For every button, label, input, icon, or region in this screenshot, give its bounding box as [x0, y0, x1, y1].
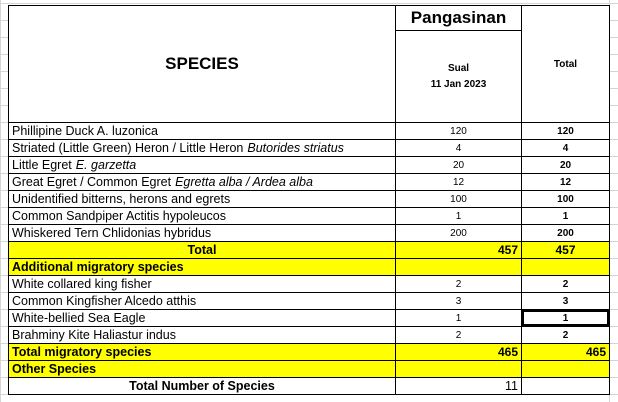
site-header: Sual 11 Jan 2023 — [395, 30, 522, 123]
sual-count: 1 — [395, 207, 522, 225]
sual-count: 100 — [395, 190, 522, 208]
sual-count: 2 — [395, 326, 522, 344]
sual-count: 120 — [395, 122, 522, 140]
species-row: Whiskered Tern Chlidonias hybridus — [8, 224, 396, 242]
total-number-label: Total Number of Species — [8, 377, 396, 395]
species-row: Striated (Little Green) Heron / Little H… — [8, 139, 396, 157]
site-name: Sual — [447, 62, 470, 74]
total-migratory-label: Total migratory species — [8, 343, 396, 361]
migratory-row: Brahminy Kite Haliastur indus — [8, 326, 396, 344]
sual-count: 20 — [395, 156, 522, 174]
scientific-name: Egretta alba / Ardea alba — [175, 175, 313, 189]
empty-cell — [395, 360, 522, 378]
total-count: 12 — [521, 173, 610, 191]
species-name: Unidentified bitterns, herons and egrets — [12, 192, 231, 206]
scientific-name: Butorides striatus — [247, 141, 344, 155]
sual-count: 12 — [395, 173, 522, 191]
species-name: Little Egret — [12, 158, 72, 172]
migratory-row: Common Kingfisher Alcedo atthis — [8, 292, 396, 310]
total-count: 2 — [521, 326, 610, 344]
total-count: 20 — [521, 156, 610, 174]
total-count: 2 — [521, 275, 610, 293]
empty-cell — [521, 377, 610, 395]
section-header: Other Species — [8, 360, 396, 378]
total-count: 120 — [521, 122, 610, 140]
sual-count: 4 — [395, 139, 522, 157]
total-count: 1 — [521, 207, 610, 225]
species-name: Striated (Little Green) Heron / Little H… — [12, 141, 244, 155]
species-name: Whiskered Tern Chlidonias hybridus — [12, 226, 212, 240]
section-header: Additional migratory species — [8, 258, 396, 276]
total-label: Total — [8, 241, 396, 259]
total-count: 4 — [521, 139, 610, 157]
species-row: Phillipine Duck A. luzonica — [8, 122, 396, 140]
total-header: Total — [521, 5, 610, 123]
sual-count: 1 — [395, 309, 522, 327]
total-migratory-total: 465 — [521, 343, 610, 361]
migratory-row: White-bellied Sea Eagle — [8, 309, 396, 327]
total-count: 100 — [521, 190, 610, 208]
sual-count: 2 — [395, 275, 522, 293]
migratory-row: White collared king fisher — [8, 275, 396, 293]
total-total: 457 — [521, 241, 610, 259]
scientific-name: E. garzetta — [75, 158, 137, 172]
species-name: White-bellied Sea Eagle — [12, 311, 146, 325]
total-migratory-sual: 465 — [395, 343, 522, 361]
total-count: 3 — [521, 292, 610, 310]
species-row: Unidentified bitterns, herons and egrets — [8, 190, 396, 208]
species-name: Common Kingfisher Alcedo atthis — [12, 294, 197, 308]
empty-cell — [521, 360, 610, 378]
empty-cell — [395, 258, 522, 276]
species-name: White collared king fisher — [12, 277, 152, 291]
sual-count: 3 — [395, 292, 522, 310]
region-header: Pangasinan — [395, 5, 522, 31]
total-sual: 457 — [395, 241, 522, 259]
site-date: 11 Jan 2023 — [430, 78, 487, 90]
species-name: Great Egret / Common Egret — [12, 175, 172, 189]
total-count: 200 — [521, 224, 610, 242]
species-name: Brahminy Kite Haliastur indus — [12, 328, 176, 342]
total-number-value: 11 — [395, 377, 522, 395]
sual-count: 200 — [395, 224, 522, 242]
empty-cell — [521, 258, 610, 276]
total-count: 1 — [521, 309, 610, 327]
species-row: Common Sandpiper Actitis hypoleucos — [8, 207, 396, 225]
species-name: Common Sandpiper Actitis hypoleucos — [12, 209, 227, 223]
species-name: Phillipine Duck A. luzonica — [12, 124, 158, 138]
species-row: Little Egret E. garzetta — [8, 156, 396, 174]
species-row: Great Egret / Common Egret Egretta alba /… — [8, 173, 396, 191]
species-header: SPECIES — [8, 5, 396, 123]
